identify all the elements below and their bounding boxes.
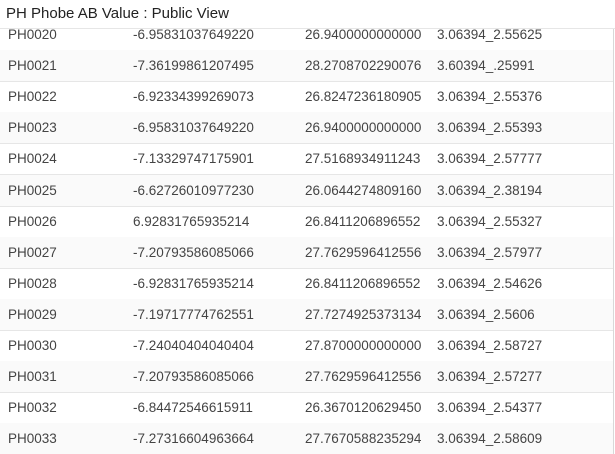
- value-a-cell: -7.19717774762551: [133, 306, 254, 322]
- value-c-cell: 3.06394_2.55625: [437, 27, 543, 42]
- value-a-cell: -7.24040404040404: [133, 338, 254, 353]
- value-c-cell: 3.06394_2.38194: [437, 182, 543, 198]
- title-bar: PH Phobe AB Value : Public View: [0, 0, 615, 29]
- row-id-cell: PH0033: [8, 431, 57, 447]
- value-c-cell: 3.06394_2.58609: [437, 431, 543, 447]
- value-a-cell: -7.20793586085066: [133, 244, 254, 260]
- value-b-cell: 27.7629596412556: [305, 244, 422, 260]
- row-id-cell: PH0023: [8, 120, 57, 136]
- table-row[interactable]: PH0022 -6.92334399269073 26.8247236180905 3…: [0, 81, 613, 114]
- value-c-cell: 3.06394_2.55327: [437, 213, 543, 229]
- value-b-cell: 26.8247236180905: [305, 89, 422, 105]
- row-id-cell: PH0024: [8, 151, 57, 167]
- table-row[interactable]: PH0025 -6.62726010977230 26.0644274809160 3…: [0, 174, 613, 207]
- value-c-cell: 3.06394_2.57277: [437, 369, 543, 385]
- row-id-cell: PH0029: [8, 306, 57, 322]
- value-b-cell: 26.8411206896552: [305, 213, 421, 229]
- table-row[interactable]: PH0032 -6.84472546615911 26.3670120629450 3…: [0, 392, 613, 425]
- value-b-cell: 27.8700000000000: [305, 338, 422, 353]
- value-b-cell: 27.5168934911243: [305, 151, 421, 167]
- row-id-cell: PH0032: [8, 400, 57, 416]
- row-id-cell: PH0030: [8, 338, 57, 353]
- window-title: PH Phobe AB Value : Public View: [6, 5, 229, 22]
- table-row[interactable]: PH0029 -7.19717774762551 27.7274925373134 3…: [0, 298, 613, 331]
- table-row[interactable]: PH0024 -7.13329747175901 27.5168934911243 3…: [0, 143, 613, 176]
- value-c-cell: 3.06394_2.55376: [437, 89, 543, 105]
- value-b-cell: 26.9400000000000: [305, 120, 422, 136]
- row-id-cell: PH0028: [8, 275, 57, 291]
- table-row[interactable]: PH0028 -6.92831765935214 26.8411206896552 3…: [0, 268, 613, 300]
- table-row[interactable]: PH0020 -6.95831037649220 26.9400000000000 3…: [0, 19, 613, 51]
- value-a-cell: -6.84472546615911: [133, 400, 253, 416]
- row-id-cell: PH0026: [8, 213, 57, 229]
- table-row[interactable]: PH0033 -7.27316604963664 27.7670588235294 3…: [0, 423, 613, 454]
- table-row[interactable]: PH0027 -7.20793586085066 27.7629596412556 3…: [0, 236, 613, 269]
- table-row[interactable]: PH0031 -7.20793586085066 27.7629596412556 3…: [0, 361, 613, 394]
- value-a-cell: -7.20793586085066: [133, 369, 254, 385]
- value-a-cell: -6.95831037649220: [133, 27, 254, 42]
- value-c-cell: 3.06394_2.54377: [437, 400, 543, 416]
- value-a-cell: -6.95831037649220: [133, 120, 254, 136]
- row-id-cell: PH0031: [8, 369, 57, 385]
- value-a-cell: -6.92831765935214: [133, 275, 254, 291]
- value-a-cell: -7.13329747175901: [133, 151, 254, 167]
- table-row[interactable]: PH0030 -7.24040404040404 27.8700000000000 3…: [0, 330, 613, 362]
- data-table[interactable]: PH0020 -6.95831037649220 26.9400000000000 3…: [0, 19, 614, 454]
- value-c-cell: 3.06394_2.58727: [437, 338, 543, 353]
- table-row[interactable]: PH0026 6.92831765935214 26.8411206896552 3.…: [0, 206, 613, 238]
- value-c-cell: 3.60394_.25991: [437, 58, 535, 74]
- value-b-cell: 26.8411206896552: [305, 275, 421, 291]
- value-a-cell: -7.27316604963664: [133, 431, 254, 447]
- value-a-cell: -6.62726010977230: [133, 182, 254, 198]
- table-row[interactable]: PH0021 -7.36199861207495 28.2708702290076 3…: [0, 50, 613, 83]
- value-c-cell: 3.06394_2.55393: [437, 120, 543, 136]
- value-a-cell: -7.36199861207495: [133, 58, 254, 74]
- value-a-cell: -6.92334399269073: [133, 89, 254, 105]
- row-id-cell: PH0020: [8, 27, 57, 42]
- row-id-cell: PH0027: [8, 244, 57, 260]
- value-c-cell: 3.06394_2.5606: [437, 306, 535, 322]
- value-c-cell: 3.06394_2.57777: [437, 151, 543, 167]
- row-id-cell: PH0021: [8, 58, 57, 74]
- value-b-cell: 28.2708702290076: [305, 58, 422, 74]
- row-id-cell: PH0025: [8, 182, 57, 198]
- row-id-cell: PH0022: [8, 89, 57, 105]
- value-b-cell: 26.0644274809160: [305, 182, 422, 198]
- table-row[interactable]: PH0023 -6.95831037649220 26.9400000000000 3…: [0, 112, 613, 145]
- value-a-cell: 6.92831765935214: [133, 213, 250, 229]
- value-b-cell: 27.7274925373134: [305, 306, 422, 322]
- value-b-cell: 27.7670588235294: [305, 431, 422, 447]
- value-b-cell: 26.3670120629450: [305, 400, 422, 416]
- value-c-cell: 3.06394_2.54626: [437, 275, 543, 291]
- value-c-cell: 3.06394_2.57977: [437, 244, 543, 260]
- value-b-cell: 26.9400000000000: [305, 27, 422, 42]
- value-b-cell: 27.7629596412556: [305, 369, 422, 385]
